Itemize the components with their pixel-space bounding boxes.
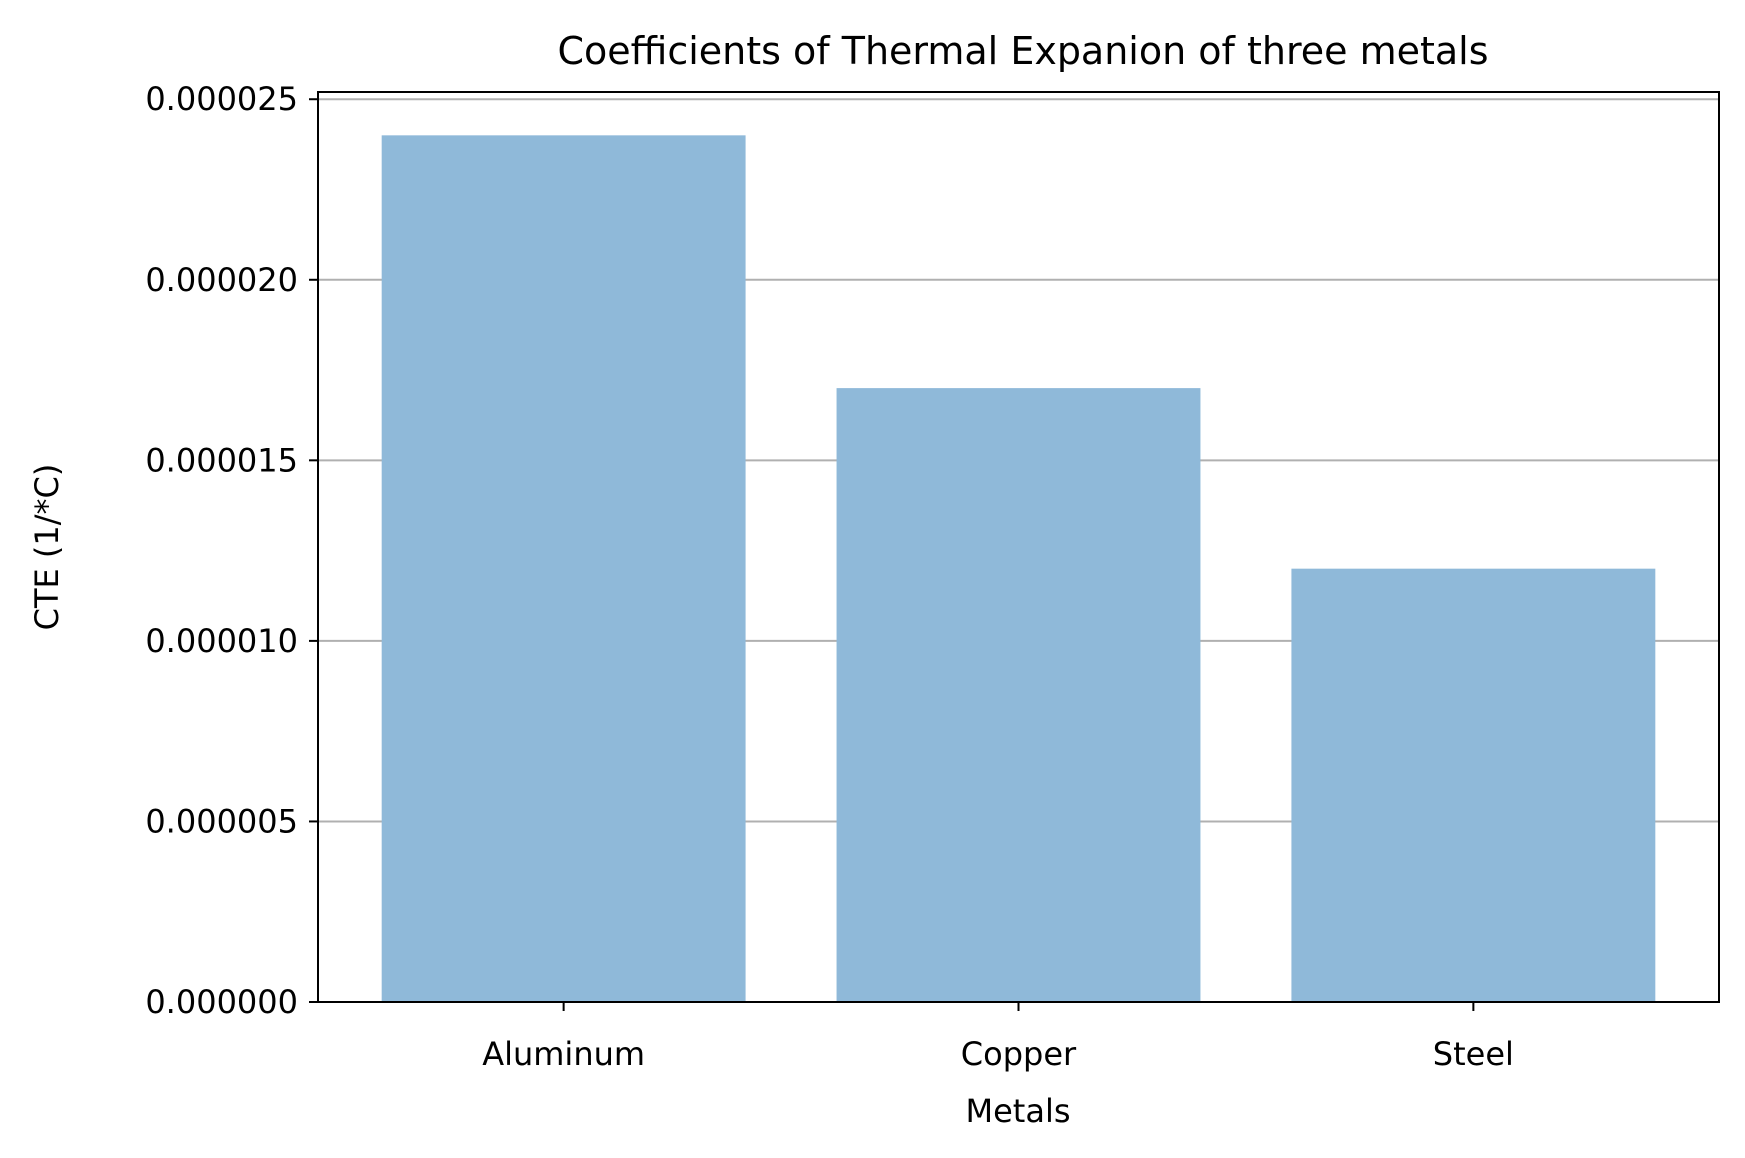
bar-aluminum bbox=[381, 135, 746, 1003]
y-axis-ticks: 0.000000 0.000005 0.000010 0.000015 0.000020… bbox=[145, 80, 318, 1021]
y-tick-label: 0.000025 bbox=[145, 80, 298, 118]
chart-title: Coefficients of Thermal Expanion of thre… bbox=[557, 29, 1488, 73]
bar-steel bbox=[1291, 568, 1656, 1002]
y-tick-label: 0.000005 bbox=[145, 802, 298, 840]
y-tick-label: 0.000000 bbox=[145, 983, 298, 1021]
y-axis-label: CTE (1/*C) bbox=[28, 464, 66, 631]
y-tick-label: 0.000020 bbox=[145, 261, 298, 299]
x-tick-label: Copper bbox=[961, 1035, 1077, 1073]
bars bbox=[381, 135, 1656, 1003]
x-axis-ticks: Aluminum Copper Steel bbox=[482, 1002, 1514, 1073]
bar-copper bbox=[836, 388, 1201, 1003]
x-tick-label: Steel bbox=[1433, 1035, 1514, 1073]
y-tick-label: 0.000010 bbox=[145, 622, 298, 660]
x-tick-label: Aluminum bbox=[482, 1035, 645, 1073]
x-axis-label: Metals bbox=[965, 1092, 1070, 1130]
y-tick-label: 0.000015 bbox=[145, 441, 298, 479]
